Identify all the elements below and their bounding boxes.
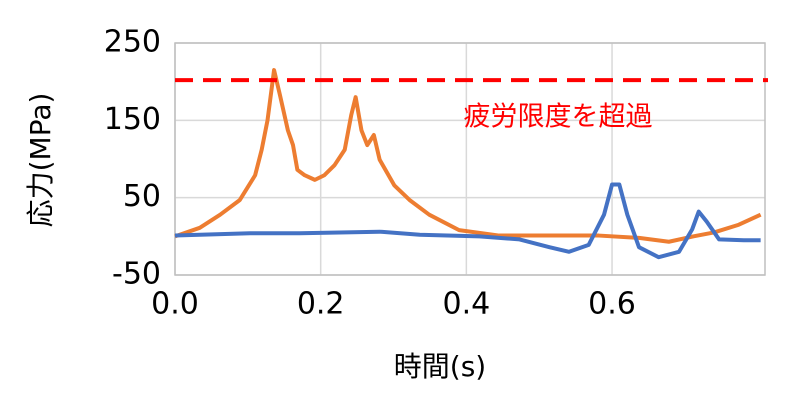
annotation: 疲労限度を超過 xyxy=(464,102,653,133)
x-tick-label: 0.6 xyxy=(588,287,636,322)
x-axis-label: 時間(s) xyxy=(394,350,486,383)
y-tick-label: 250 xyxy=(104,25,161,60)
y-axis-label: 応力(MPa) xyxy=(24,93,57,228)
x-tick-label: 0.0 xyxy=(151,287,199,322)
x-tick-label: 0.4 xyxy=(442,287,490,322)
series-line xyxy=(174,182,761,260)
x-tick-label: 0.2 xyxy=(297,287,345,322)
series-line xyxy=(174,68,762,244)
y-tick-label: 150 xyxy=(104,102,161,137)
y-tick-label: -50 xyxy=(112,257,161,292)
y-tick-label: 50 xyxy=(123,179,161,214)
plot-border xyxy=(174,42,766,276)
